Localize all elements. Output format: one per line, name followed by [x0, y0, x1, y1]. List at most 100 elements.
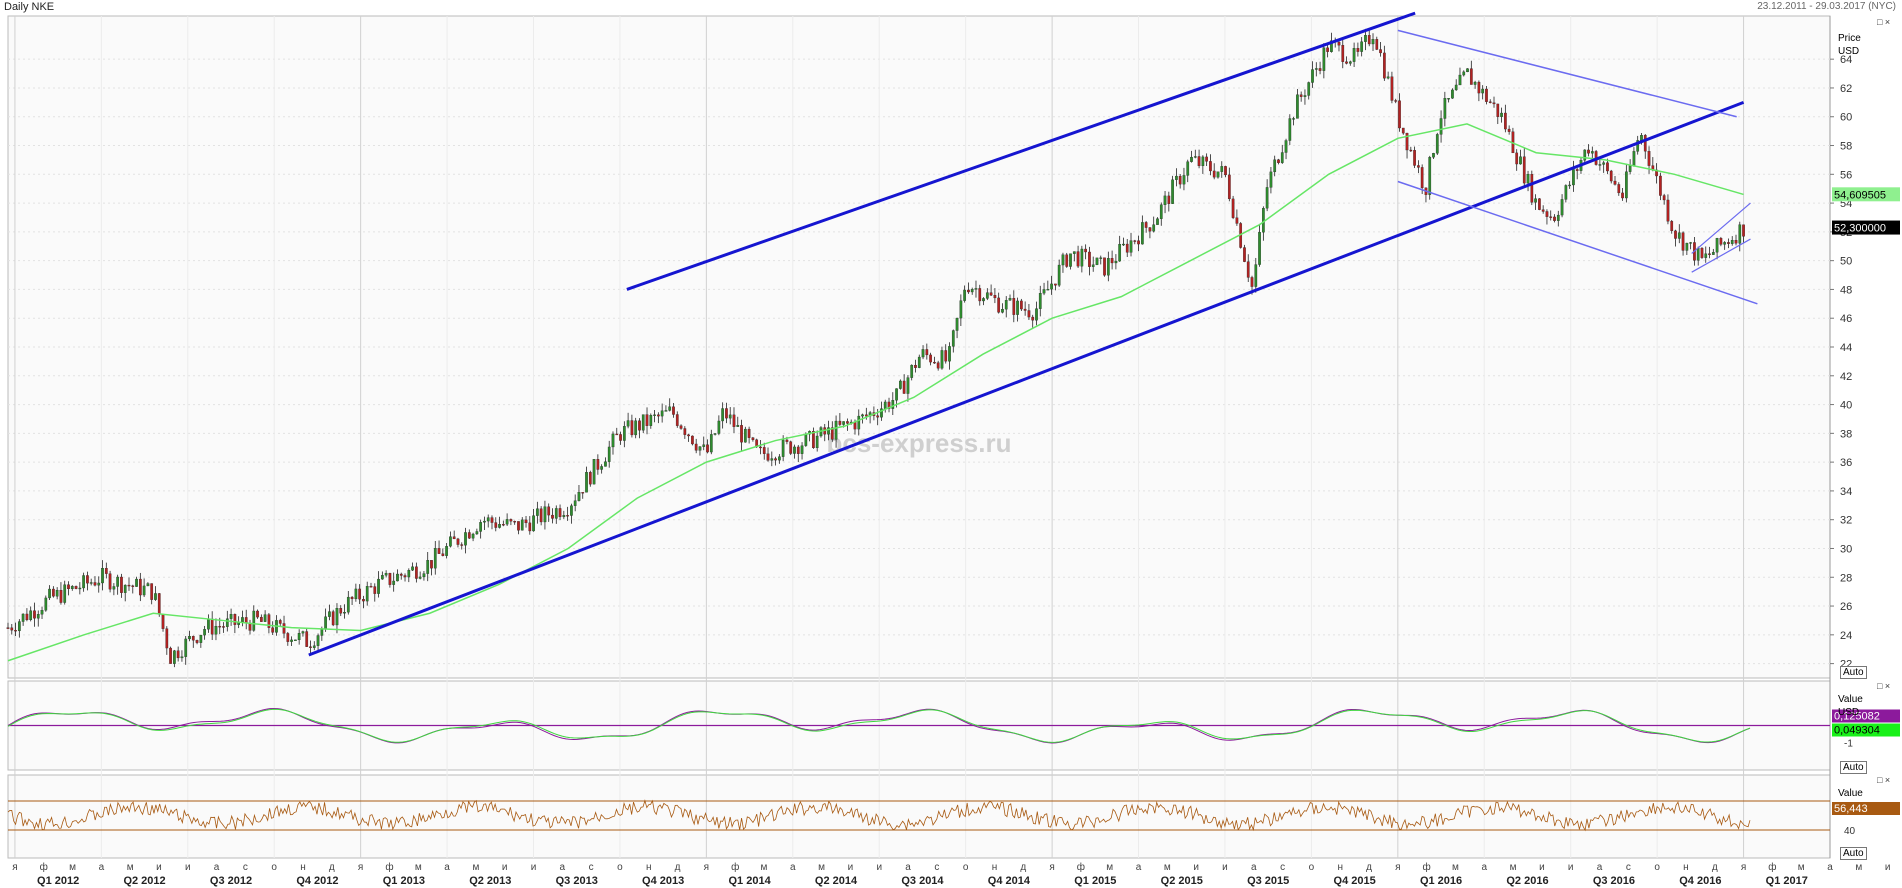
candle — [539, 508, 543, 523]
candle — [1417, 165, 1420, 168]
ma-line — [7, 123, 1744, 662]
candle — [1572, 169, 1575, 186]
candle — [1031, 316, 1035, 321]
candle — [596, 459, 600, 470]
month-label: д — [1712, 862, 1718, 873]
candle — [1054, 283, 1057, 286]
quarter-label: Q1 2012 — [37, 875, 79, 887]
month-label: я — [12, 862, 17, 873]
candle — [173, 650, 176, 664]
y-tick-label: 60 — [1840, 112, 1852, 124]
candle — [1227, 174, 1231, 200]
price-auto-button[interactable]: Auto — [1840, 666, 1867, 679]
candle — [721, 408, 724, 422]
candle — [1394, 100, 1398, 102]
candle — [1367, 35, 1371, 45]
candle — [1125, 243, 1129, 253]
signal-last-label: 0,049304 — [1834, 725, 1880, 737]
short-channel-top — [1691, 202, 1751, 254]
candle — [1617, 184, 1621, 194]
y-tick-label: 38 — [1840, 428, 1852, 440]
candle — [498, 524, 501, 528]
rsi-auto-button[interactable]: Auto — [1840, 847, 1867, 860]
month-label: и — [156, 862, 162, 873]
candle — [112, 586, 116, 590]
candle — [505, 519, 509, 525]
candle — [1519, 156, 1522, 165]
candle — [14, 630, 17, 632]
candle — [316, 635, 320, 646]
candle — [558, 508, 562, 518]
candle — [600, 466, 603, 470]
candle — [1186, 161, 1190, 176]
rsi-line — [7, 799, 1751, 832]
candle — [728, 414, 732, 419]
ma-last-label-bg — [1832, 187, 1900, 202]
candle — [713, 433, 717, 435]
candle — [573, 500, 577, 506]
candle — [301, 631, 305, 634]
y-tick-label: 48 — [1840, 284, 1852, 296]
candle — [736, 425, 740, 427]
month-label: а — [1481, 862, 1487, 873]
month-label: о — [963, 862, 969, 873]
candle — [377, 578, 380, 594]
candle — [1265, 187, 1269, 209]
month-label: и — [1193, 862, 1199, 873]
month-label: м — [1106, 862, 1113, 873]
candle — [611, 433, 615, 448]
candle — [834, 420, 838, 440]
y-tick-label: 56 — [1840, 169, 1852, 181]
candle — [335, 608, 339, 626]
candle — [955, 317, 959, 331]
candle — [1152, 224, 1156, 232]
candle — [747, 428, 751, 438]
rsi-pane-controls[interactable]: □ × — [1877, 775, 1891, 785]
quarter-label: Q1 2015 — [1074, 875, 1116, 887]
macd-pane-controls[interactable]: □ × — [1877, 681, 1891, 691]
month-label: м — [818, 862, 825, 873]
candle — [1231, 198, 1235, 218]
candle — [176, 650, 180, 659]
candle — [252, 610, 256, 631]
candle — [827, 427, 830, 435]
candle — [551, 514, 554, 519]
macd-last-bg — [1832, 709, 1900, 723]
candle — [645, 414, 649, 426]
candle — [951, 330, 955, 347]
candle — [1500, 112, 1503, 117]
candle — [1352, 48, 1356, 62]
candle — [743, 428, 747, 443]
candle — [1016, 300, 1019, 315]
candle — [1156, 218, 1159, 225]
candle — [161, 614, 165, 629]
candle — [1704, 253, 1708, 258]
candle — [1621, 192, 1624, 199]
candle — [933, 361, 936, 364]
candle — [588, 472, 592, 485]
quarter-label: Q3 2016 — [1593, 875, 1635, 887]
y-tick-label: 26 — [1840, 601, 1852, 613]
price-pane-controls[interactable]: □ × — [1877, 17, 1891, 27]
signal-line — [7, 708, 1751, 743]
candle — [1110, 258, 1114, 264]
candle — [411, 566, 414, 571]
candle — [1038, 293, 1042, 309]
month-label: м — [1164, 862, 1171, 873]
candle — [40, 610, 44, 615]
macd-auto-button[interactable]: Auto — [1840, 761, 1867, 774]
candle — [1023, 308, 1027, 311]
candle — [1398, 100, 1401, 129]
candle — [1541, 209, 1545, 212]
candle — [1613, 180, 1617, 185]
candle — [1409, 149, 1413, 152]
month-label: я — [1049, 862, 1054, 873]
candle — [1307, 82, 1311, 96]
month-label: и — [876, 862, 882, 873]
candle — [1072, 251, 1076, 254]
candle — [63, 584, 67, 603]
y-tick-label: 64 — [1840, 54, 1852, 66]
candle — [1167, 195, 1171, 204]
quarter-label: Q4 2013 — [642, 875, 684, 887]
